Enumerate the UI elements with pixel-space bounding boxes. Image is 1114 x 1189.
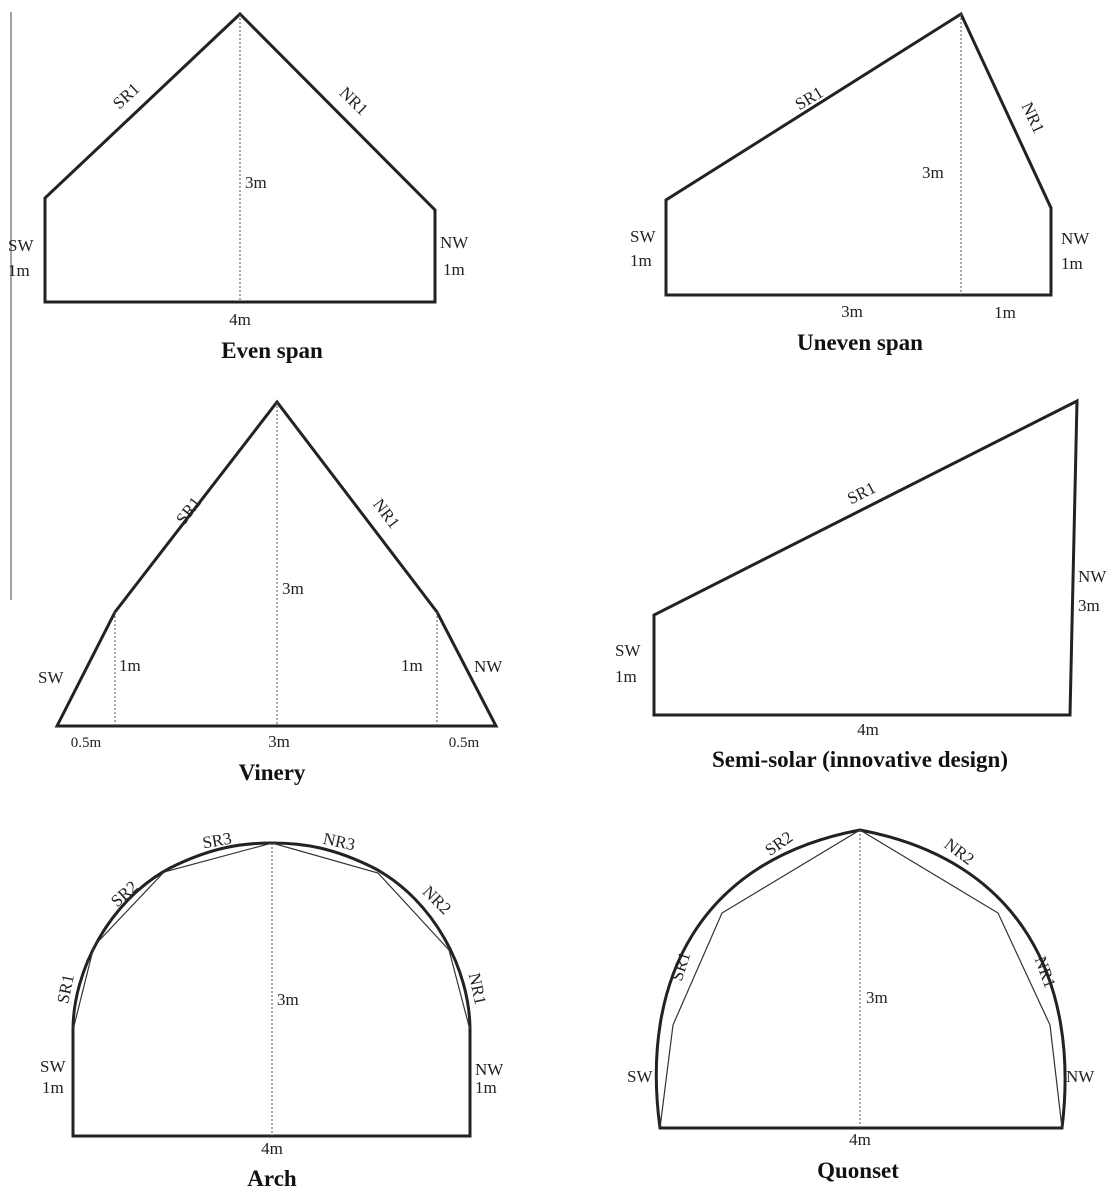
semi-solar-nw-label: NW [1078,567,1107,586]
vinery-base-left-label: 0.5m [71,735,102,751]
even-span-nw-height-label: 1m [443,260,465,279]
semi-solar-base-label: 4m [857,720,879,739]
even-span-outline [43,11,437,304]
vinery-nr1-label: NR1 [369,495,404,532]
uneven-span-base-left-label: 3m [841,302,863,321]
even-span-nw-label: NW [440,233,469,252]
quonset-base-label: 4m [849,1130,871,1149]
quonset-nw-label: NW [1066,1067,1095,1086]
arch-sr2-label: SR2 [107,877,141,911]
quonset-nr1-label: NR1 [1031,954,1060,991]
quonset-segments [659,829,1063,1129]
quonset-outline [654,828,1067,1130]
uneven-span-sw-label: SW [630,227,656,246]
quonset-sr1-label: SR1 [667,949,694,983]
uneven-span-height-label: 3m [922,163,944,182]
even-span-sr1-label: SR1 [109,79,143,113]
even-span-sw-height-label: 1m [8,261,30,280]
vinery-title: Vinery [239,760,306,785]
even-span-title: Even span [221,338,323,363]
arch-sr3-label: SR3 [201,829,233,853]
uneven-span-sw-height-label: 1m [630,251,652,270]
arch-title: Arch [247,1166,297,1189]
quonset-nr2-label: NR2 [941,834,978,869]
uneven-span-outline [664,11,1053,297]
semi-solar-panel: SR1 SW 1m NW 3m 4m Semi-solar (innovativ… [615,398,1107,772]
arch-panel: SR1 SR2 SR3 NR1 NR2 NR3 3m SW 1m NW 1m 4… [40,829,504,1189]
vinery-base-right-label: 0.5m [449,735,480,751]
vinery-right-height-label: 1m [401,656,423,675]
vinery-base-mid-label: 3m [268,732,290,751]
quonset-sr2-label: SR2 [761,827,796,859]
vinery-left-height-label: 1m [119,656,141,675]
vinery-outline [54,399,499,728]
even-span-sw-label: SW [8,236,34,255]
vinery-height-label: 3m [282,579,304,598]
uneven-span-base-right-label: 1m [994,303,1016,322]
semi-solar-nw-height-label: 3m [1078,596,1100,615]
arch-sw-label: SW [40,1057,66,1076]
arch-nr2-label: NR2 [419,882,455,918]
uneven-span-nw-height-label: 1m [1061,254,1083,273]
vinery-panel: SR1 NR1 3m SW NW 1m 1m 0.5m 3m 0.5m Vine… [38,399,503,785]
uneven-span-nw-label: NW [1061,229,1090,248]
vinery-sr1-label: SR1 [172,493,205,528]
arch-nw-height-label: 1m [475,1078,497,1097]
even-span-base-label: 4m [229,310,251,329]
arch-base-label: 4m [261,1139,283,1158]
vinery-nw-label: NW [474,657,503,676]
uneven-span-nr1-label: NR1 [1018,99,1049,136]
arch-height-label: 3m [277,990,299,1009]
uneven-span-title: Uneven span [797,330,923,355]
even-span-panel: SR1 NR1 3m SW 1m NW 1m 4m Even span [8,11,469,363]
arch-sw-height-label: 1m [42,1078,64,1097]
arch-nw-label: NW [475,1060,504,1079]
even-span-height-label: 3m [245,173,267,192]
uneven-span-panel: SR1 NR1 3m SW 1m NW 1m 3m 1m Uneven span [630,11,1090,355]
quonset-panel: SR1 SR2 NR1 NR2 3m SW NW 4m Quonset [627,827,1095,1183]
semi-solar-sw-label: SW [615,641,641,660]
vinery-sw-label: SW [38,668,64,687]
semi-solar-title: Semi-solar (innovative design) [712,747,1008,772]
uneven-span-sr1-label: SR1 [792,83,827,114]
semi-solar-sw-height-label: 1m [615,667,637,686]
quonset-sw-label: SW [627,1067,653,1086]
semi-solar-outline [652,398,1079,717]
quonset-height-label: 3m [866,988,888,1007]
quonset-title: Quonset [817,1158,899,1183]
